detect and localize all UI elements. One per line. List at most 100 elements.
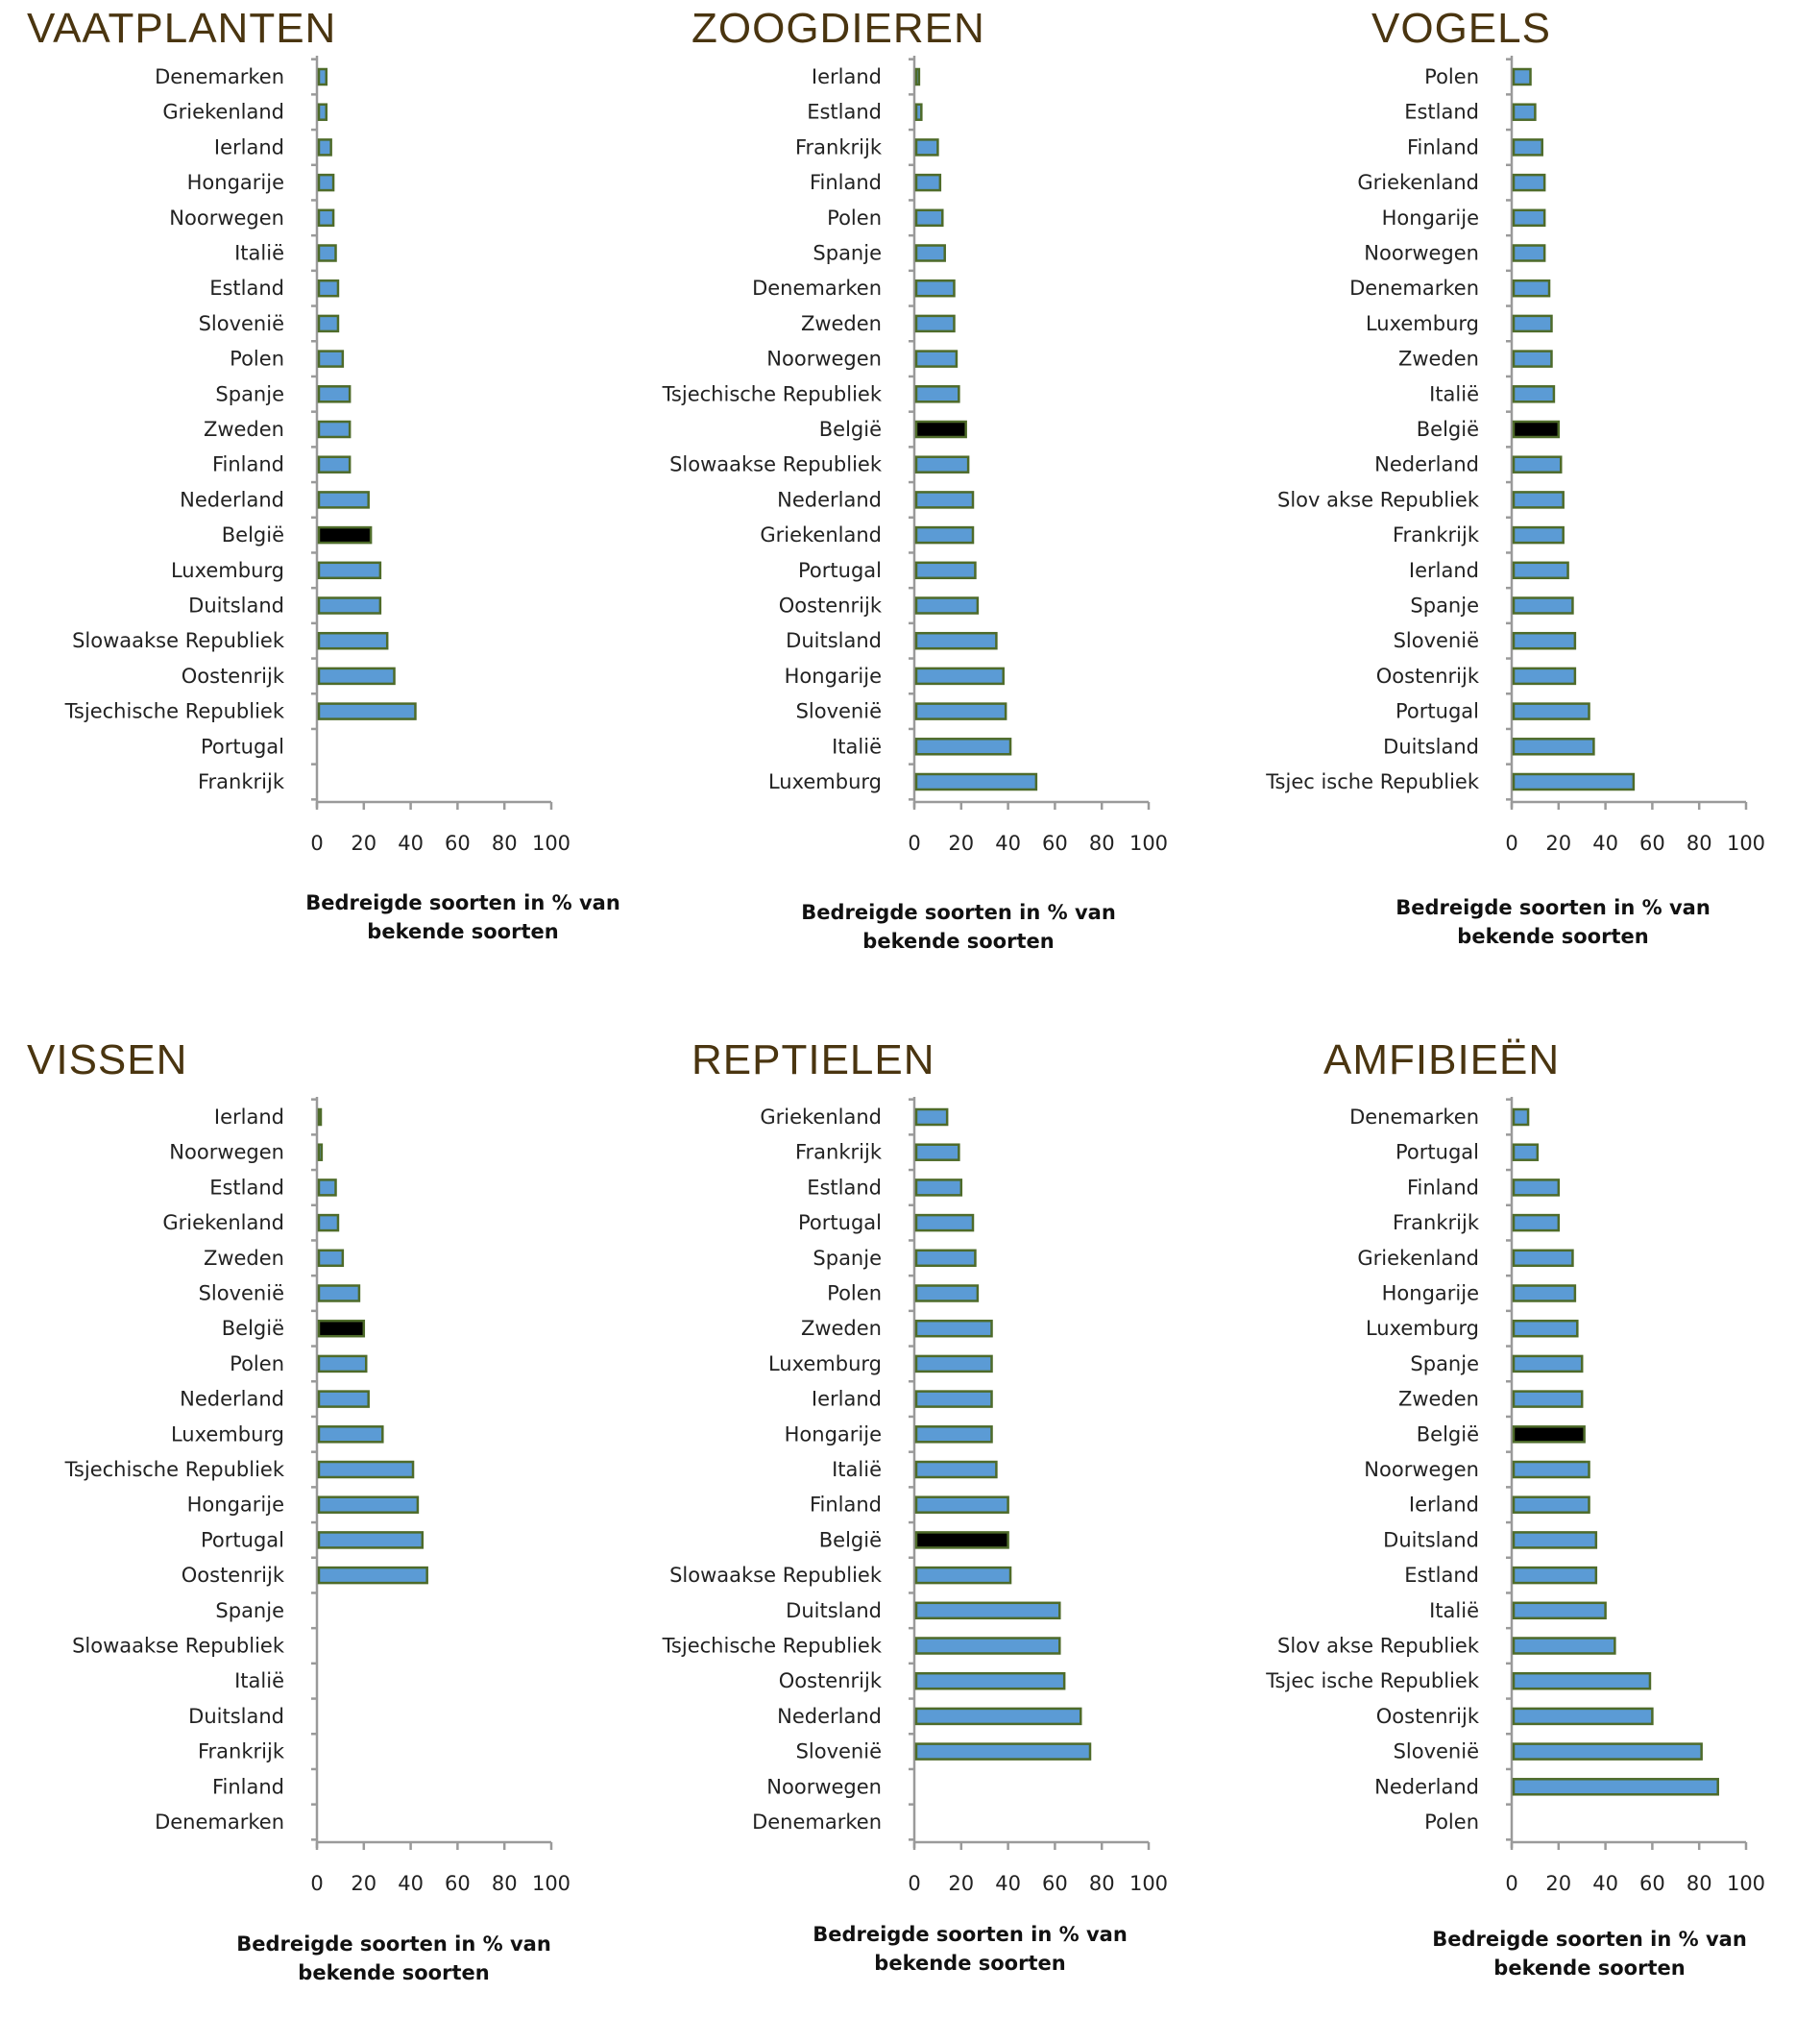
bar <box>914 1460 998 1479</box>
category-label: Nederland <box>777 488 882 511</box>
x-axis-label: Bedreigde soorten in % van <box>801 901 1116 924</box>
category-label: Italië <box>1429 1599 1479 1622</box>
category-label: Estland <box>209 277 284 300</box>
bar <box>914 1354 993 1373</box>
x-tick-label: 60 <box>445 1872 471 1895</box>
bar <box>317 103 328 121</box>
category-label: Duitsland <box>1383 1528 1479 1551</box>
bar <box>1512 1107 1530 1127</box>
bar <box>317 1390 370 1408</box>
bar <box>1512 1319 1579 1338</box>
category-label: Spanje <box>215 1599 284 1622</box>
category-label: Oostenrijk <box>779 1669 883 1692</box>
bar <box>317 561 382 580</box>
chart-panel-1: VAATPLANTEN 0 20 40 60 80 100 Denemarken Grieken… <box>27 5 620 943</box>
category-label: Hongarije <box>1382 1282 1479 1305</box>
category-label: Slov akse Republiek <box>1277 1635 1480 1658</box>
x-tick-label: 20 <box>948 1872 974 1895</box>
x-tick-label: 60 <box>1042 832 1068 855</box>
bar <box>914 1742 1092 1761</box>
bar <box>914 314 956 333</box>
category-label: Nederland <box>777 1705 882 1728</box>
bar <box>914 350 959 368</box>
bar <box>914 1249 977 1268</box>
chart-title: VISSEN <box>27 1036 187 1083</box>
category-label: Griekenland <box>162 1211 284 1234</box>
chart-title: ZOOGDIEREN <box>692 5 985 52</box>
category-label: Hongarije <box>1382 207 1479 230</box>
category-label: Slovenië <box>796 700 882 723</box>
category-label: Slovenië <box>1394 1740 1479 1763</box>
bar <box>317 1284 361 1302</box>
x-tick-label: 0 <box>310 1872 323 1895</box>
bar <box>1512 1742 1703 1761</box>
category-label: Noorwegen <box>766 348 882 371</box>
bar <box>317 1213 340 1232</box>
category-label: Luxemburg <box>1366 312 1479 335</box>
bar <box>914 1566 1012 1585</box>
category-label: Luxemburg <box>171 559 284 582</box>
bar <box>317 279 340 298</box>
x-tick-label: 20 <box>351 832 376 855</box>
chart-title: REPTIELEN <box>692 1036 935 1083</box>
category-label: Nederland <box>1374 1775 1479 1798</box>
bar <box>1512 1671 1652 1690</box>
bar <box>1512 631 1577 650</box>
category-label: Duitsland <box>786 629 882 652</box>
category-label: Zweden <box>801 1317 882 1340</box>
bar <box>914 631 998 650</box>
bar <box>1512 244 1546 262</box>
bar <box>317 385 352 403</box>
bar <box>1512 103 1537 121</box>
x-tick-label: 20 <box>1545 1872 1571 1895</box>
bar <box>1512 1778 1719 1796</box>
x-axis-label: Bedreigde soorten in % van <box>236 1932 551 1956</box>
bar <box>1512 67 1532 86</box>
bar <box>1512 772 1636 791</box>
category-label: Slov akse Republiek <box>1277 488 1480 511</box>
bar <box>914 1637 1061 1655</box>
x-tick-label: 100 <box>532 832 570 855</box>
category-label: Italië <box>832 1458 882 1481</box>
category-label: Italië <box>234 242 284 265</box>
bar <box>914 1601 1061 1620</box>
category-label: Nederland <box>180 1388 284 1411</box>
x-tick-label: 0 <box>908 832 920 855</box>
category-label: België <box>1417 418 1479 441</box>
bar <box>1512 385 1556 403</box>
bar <box>1512 1179 1561 1197</box>
x-axis-label: bekende soorten <box>862 930 1054 953</box>
bar <box>914 772 1038 791</box>
category-label: Griekenland <box>1357 1247 1479 1270</box>
bar <box>317 67 328 86</box>
bar <box>1512 138 1543 157</box>
chart-panel-2: ZOOGDIEREN 0 20 40 60 80 100 Ierland Estland Fran… <box>662 5 1168 953</box>
category-label: Noorwegen <box>169 1141 284 1164</box>
bar <box>1512 1707 1654 1726</box>
category-label: Luxemburg <box>1366 1317 1479 1340</box>
x-axis-label: bekende soorten <box>1457 925 1648 948</box>
bar <box>914 596 980 615</box>
category-label: Oostenrijk <box>1376 1705 1480 1728</box>
bar <box>914 1425 993 1444</box>
category-label: Spanje <box>1410 1352 1479 1375</box>
category-label: Frankrijk <box>1393 1211 1480 1234</box>
x-axis-label: Bedreigde soorten in % van <box>813 1923 1128 1946</box>
x-axis-label: bekende soorten <box>1493 1956 1685 1980</box>
category-label: Portugal <box>798 559 882 582</box>
bar <box>914 279 956 298</box>
bar <box>1512 1390 1584 1408</box>
category-label: Tsjechische Republiek <box>64 700 285 723</box>
bar <box>914 561 977 580</box>
bar <box>317 667 396 686</box>
x-tick-label: 80 <box>1089 1872 1115 1895</box>
bar <box>1512 1566 1598 1585</box>
category-label: Oostenrijk <box>779 595 883 618</box>
x-tick-label: 0 <box>310 832 323 855</box>
category-label: Spanje <box>1410 595 1479 618</box>
category-label: Luxemburg <box>768 1352 882 1375</box>
category-label: Nederland <box>180 488 284 511</box>
category-label: Denemarken <box>752 1810 882 1834</box>
category-label: Finland <box>1407 135 1479 158</box>
category-label: Polen <box>1424 65 1479 88</box>
